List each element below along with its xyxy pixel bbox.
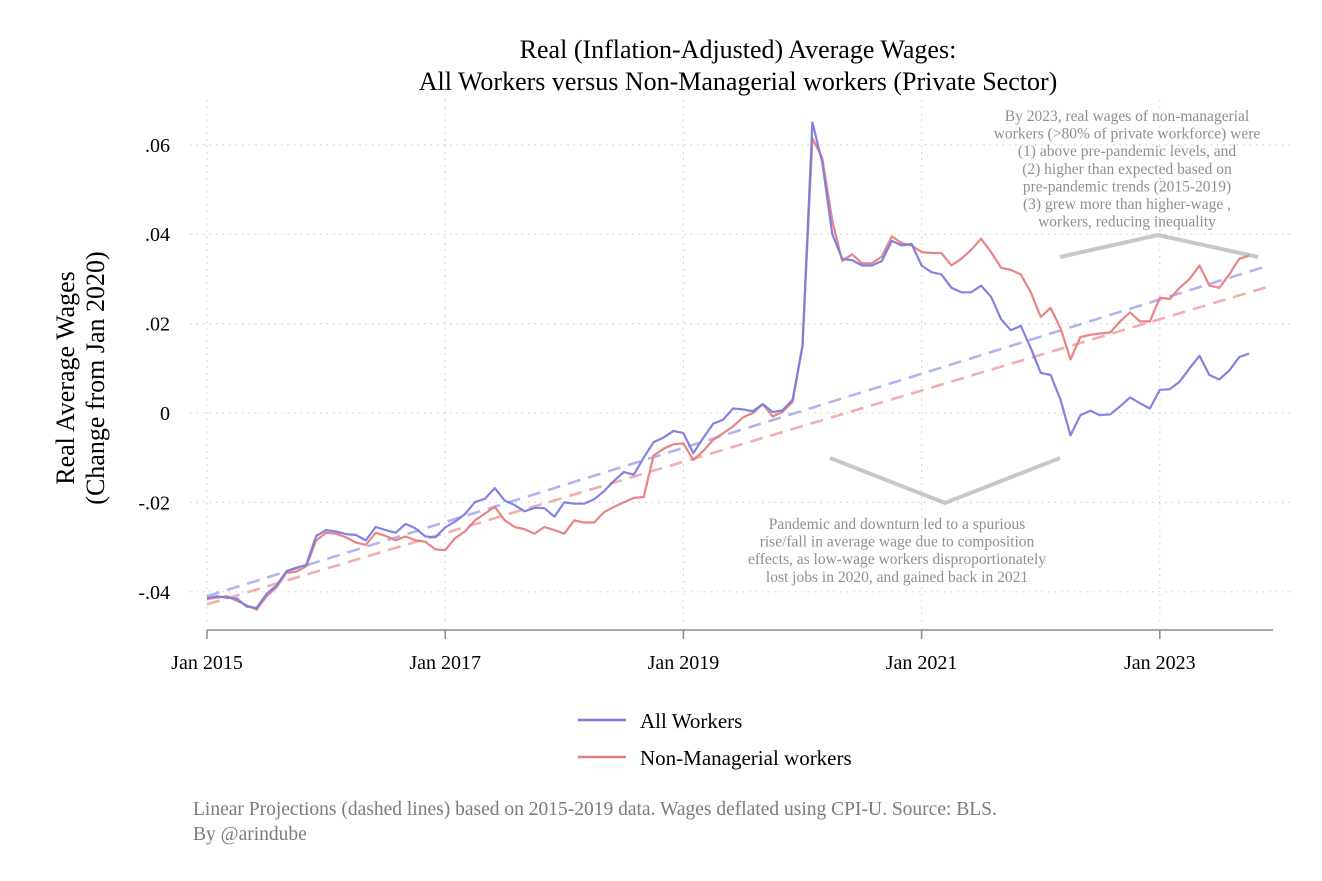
series-lines bbox=[206, 121, 1250, 611]
x-tick-label: Jan 2017 bbox=[409, 652, 481, 674]
annotation-line: pre-pandemic trends (2015-2019) bbox=[1023, 178, 1231, 195]
annotation-line: Pandemic and downturn led to a spurious bbox=[769, 516, 1026, 533]
annotation-line: By 2023, real wages of non-managerial bbox=[1005, 108, 1249, 125]
y-tick-label: -.04 bbox=[138, 582, 170, 604]
projection-line bbox=[206, 285, 1270, 606]
y-axis-title-line-2: (Change from Jan 2020) bbox=[81, 251, 110, 504]
x-tick-label: Jan 2023 bbox=[1124, 652, 1196, 674]
y-tick-label: .06 bbox=[145, 135, 170, 157]
top-bracket bbox=[1059, 232, 1259, 259]
annotation-line: (2) higher than expected based on bbox=[1022, 161, 1232, 178]
annotation-line: (1) above pre-pandemic levels, and bbox=[1018, 143, 1236, 160]
legend-label-all-workers: All Workers bbox=[640, 709, 742, 733]
bottom-bracket bbox=[829, 456, 1061, 506]
series-line-all-workers bbox=[206, 121, 1250, 610]
annotation-bottom: Pandemic and downturn led to a spuriousr… bbox=[748, 516, 1046, 586]
chart-title-line-2: All Workers versus Non-Managerial worker… bbox=[419, 67, 1058, 96]
legend: All Workers Non-Managerial workers bbox=[578, 709, 852, 770]
x-tick-label: Jan 2015 bbox=[171, 652, 243, 674]
grid bbox=[190, 100, 1290, 622]
annotation-top: By 2023, real wages of non-managerialwor… bbox=[994, 108, 1261, 231]
annotation-line: workers (>80% of private workforce) were bbox=[994, 126, 1261, 143]
x-tick-label: Jan 2021 bbox=[886, 652, 958, 674]
x-tick-label: Jan 2019 bbox=[648, 652, 720, 674]
y-tick-label: .02 bbox=[145, 314, 170, 336]
annotation-line: (3) grew more than higher-wage , bbox=[1023, 196, 1231, 213]
annotation-line: effects, as low-wage workers disproporti… bbox=[748, 551, 1046, 568]
annotation-line: lost jobs in 2020, and gained back in 20… bbox=[766, 569, 1028, 586]
y-tick-label: -.02 bbox=[138, 492, 170, 514]
projection-line bbox=[206, 264, 1270, 598]
legend-label-non-managerial: Non-Managerial workers bbox=[640, 746, 852, 770]
projection-lines bbox=[206, 264, 1270, 606]
annotation-line: rise/fall in average wage due to composi… bbox=[760, 534, 1035, 551]
y-axis-title-line-1: Real Average Wages bbox=[51, 271, 80, 485]
axes: -.04 -.02 0 .02 .04 .06 Jan 2015 Jan 2017 Jan 20… bbox=[138, 135, 1273, 674]
y-tick-label: .04 bbox=[145, 224, 170, 246]
footnote-line-1: Linear Projections (dashed lines) based … bbox=[193, 799, 997, 820]
annotation-line: workers, reducing inequality bbox=[1038, 214, 1216, 231]
y-tick-label: 0 bbox=[160, 403, 170, 425]
footnote-line-2: By @arindube bbox=[193, 824, 307, 845]
chart-title-line-1: Real (Inflation-Adjusted) Average Wages: bbox=[520, 35, 957, 64]
series-line-non-managerial bbox=[206, 137, 1250, 611]
